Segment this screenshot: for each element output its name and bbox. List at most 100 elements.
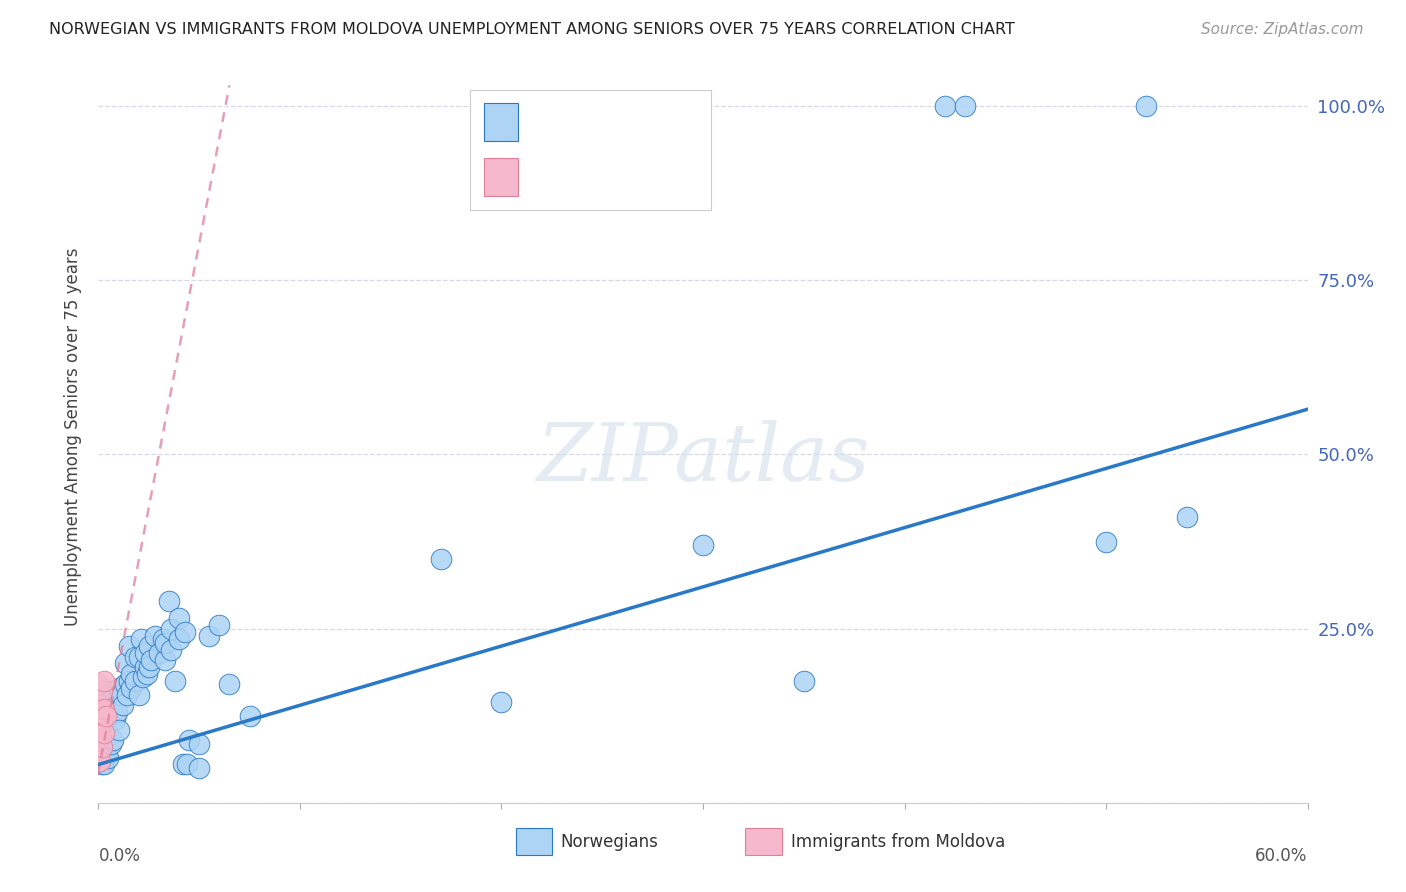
Point: [93, 757, 115, 772]
Point: [97, 750, 120, 764]
Text: 0.0%: 0.0%: [98, 847, 141, 864]
Point: [91, 712, 114, 726]
Point: [114, 657, 136, 671]
Text: 60.0%: 60.0%: [1256, 847, 1308, 864]
Point: [148, 646, 170, 660]
Point: [198, 629, 221, 643]
FancyBboxPatch shape: [484, 158, 517, 195]
Point: [111, 698, 134, 713]
Point: [97, 712, 120, 726]
Point: [172, 757, 194, 772]
Point: [1135, 99, 1157, 113]
Point: [188, 737, 211, 751]
Point: [491, 695, 513, 709]
Point: [934, 99, 956, 113]
Text: N = 15: N = 15: [621, 167, 689, 185]
Point: [96, 688, 118, 702]
Point: [139, 653, 162, 667]
Point: [134, 660, 156, 674]
Point: [105, 705, 128, 719]
Point: [114, 677, 136, 691]
FancyBboxPatch shape: [516, 828, 551, 855]
Point: [87, 698, 110, 713]
Point: [793, 673, 815, 688]
Point: [107, 723, 129, 737]
Point: [152, 632, 174, 646]
Point: [107, 681, 129, 695]
Point: [692, 538, 714, 552]
Point: [132, 670, 155, 684]
Point: [89, 733, 111, 747]
Point: [89, 726, 111, 740]
Point: [160, 622, 183, 636]
Point: [87, 677, 110, 691]
Point: [100, 737, 122, 751]
Point: [91, 740, 114, 755]
Point: [91, 743, 114, 757]
Point: [167, 632, 190, 646]
Point: [208, 618, 231, 632]
Point: [153, 635, 176, 649]
Point: [163, 673, 186, 688]
Point: [103, 712, 125, 726]
Point: [160, 642, 183, 657]
Point: [1175, 510, 1198, 524]
Point: [89, 698, 111, 713]
Point: [174, 625, 197, 640]
Text: Source: ZipAtlas.com: Source: ZipAtlas.com: [1201, 22, 1364, 37]
Point: [124, 673, 146, 688]
Point: [87, 719, 110, 733]
Point: [91, 684, 114, 698]
Point: [120, 667, 142, 681]
Point: [128, 649, 150, 664]
Text: Norwegians: Norwegians: [561, 832, 658, 851]
Point: [89, 754, 111, 768]
Point: [118, 639, 141, 653]
Text: R = 0.687: R = 0.687: [527, 167, 626, 185]
FancyBboxPatch shape: [470, 90, 711, 211]
Point: [87, 733, 110, 747]
Text: NORWEGIAN VS IMMIGRANTS FROM MOLDOVA UNEMPLOYMENT AMONG SENIORS OVER 75 YEARS CO: NORWEGIAN VS IMMIGRANTS FROM MOLDOVA UNE…: [49, 22, 1015, 37]
Point: [179, 733, 201, 747]
Point: [167, 611, 190, 625]
Point: [134, 646, 156, 660]
Point: [124, 649, 146, 664]
Point: [138, 639, 160, 653]
Point: [93, 673, 115, 688]
Point: [153, 653, 176, 667]
Point: [157, 594, 180, 608]
Point: [430, 552, 453, 566]
Point: [135, 667, 157, 681]
Point: [143, 629, 166, 643]
Point: [87, 754, 110, 768]
Point: [100, 684, 122, 698]
Point: [120, 681, 142, 695]
Point: [101, 733, 124, 747]
Point: [93, 702, 115, 716]
Y-axis label: Unemployment Among Seniors over 75 years: Unemployment Among Seniors over 75 years: [65, 248, 83, 626]
Text: Immigrants from Moldova: Immigrants from Moldova: [792, 832, 1005, 851]
Point: [176, 757, 198, 772]
Point: [239, 708, 262, 723]
Point: [188, 761, 211, 775]
Point: [129, 632, 152, 646]
Point: [89, 750, 111, 764]
Point: [93, 726, 115, 740]
Point: [953, 99, 976, 113]
Point: [91, 757, 114, 772]
Point: [93, 750, 115, 764]
Point: [96, 747, 118, 761]
Point: [96, 708, 118, 723]
Text: R = 0.472: R = 0.472: [527, 112, 626, 130]
Point: [118, 673, 141, 688]
Point: [110, 688, 132, 702]
Point: [128, 688, 150, 702]
Point: [1095, 534, 1118, 549]
FancyBboxPatch shape: [745, 828, 782, 855]
FancyBboxPatch shape: [484, 103, 517, 141]
Text: ZIPatlas: ZIPatlas: [536, 420, 870, 498]
Point: [115, 688, 138, 702]
Point: [218, 677, 240, 691]
Text: N = 69: N = 69: [621, 112, 689, 130]
Point: [93, 733, 115, 747]
